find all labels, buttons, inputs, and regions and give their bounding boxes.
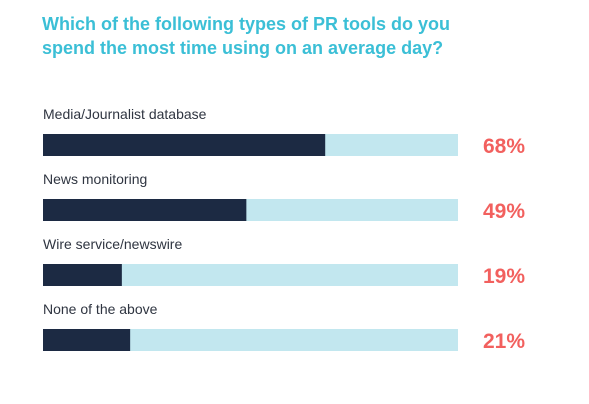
value-label: 49% [483, 200, 525, 223]
category-label: Wire service/newswire [43, 236, 182, 252]
bar-row: News monitoring 49% [43, 171, 525, 223]
category-label: News monitoring [43, 171, 147, 187]
bar-track [43, 264, 458, 286]
bar-row: Media/Journalist database 68% [43, 106, 525, 158]
value-label: 68% [483, 135, 525, 158]
category-label: None of the above [43, 301, 158, 317]
chart-title-line-2: spend the most time using on an average … [42, 38, 444, 58]
bar [43, 264, 122, 286]
bar [43, 329, 131, 351]
chart-title: Which of the following types of PR tools… [42, 12, 562, 60]
bar-row: Wire service/newswire 19% [43, 236, 525, 288]
chart-title-line-1: Which of the following types of PR tools… [42, 14, 450, 34]
bar [43, 199, 247, 221]
category-label: Media/Journalist database [43, 106, 207, 122]
value-label: 21% [483, 330, 525, 353]
value-label: 19% [483, 265, 525, 288]
bar [43, 134, 326, 156]
bar-track [43, 329, 458, 351]
bar-row: None of the above 21% [43, 301, 525, 353]
